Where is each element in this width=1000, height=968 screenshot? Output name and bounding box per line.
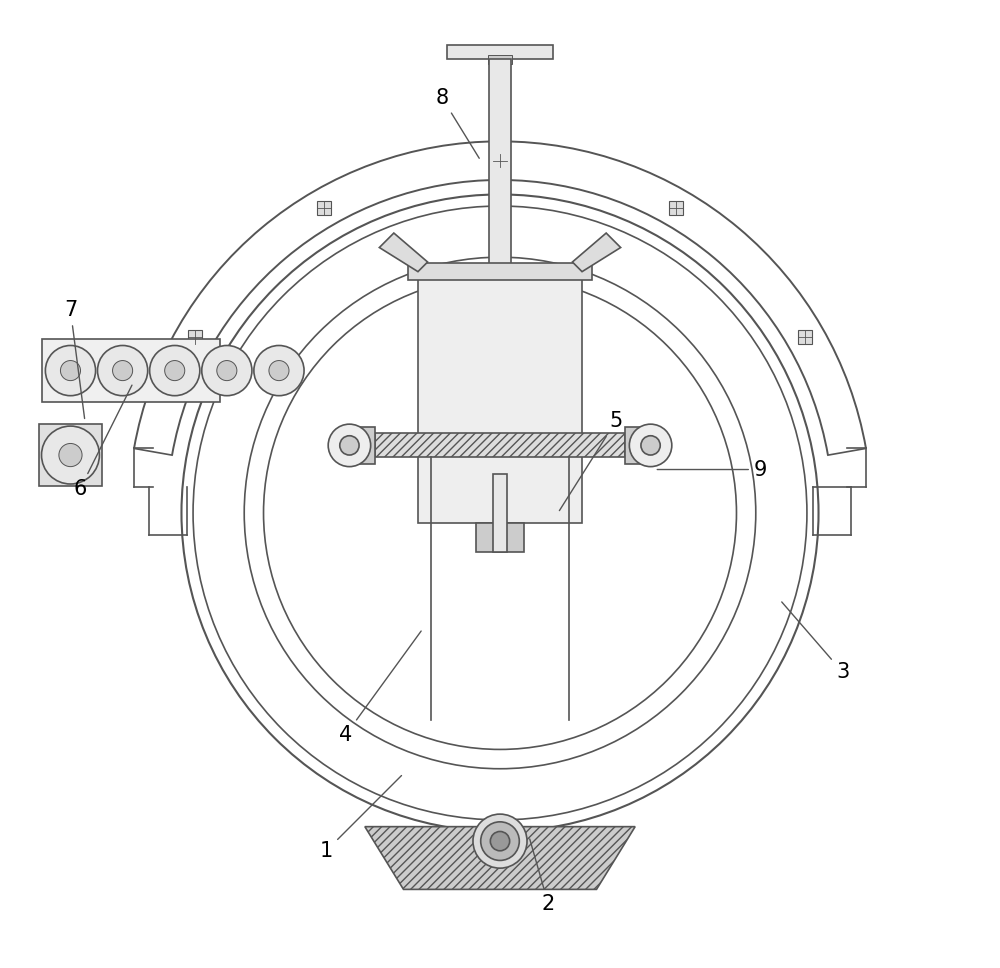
Bar bbox=[408, 263, 592, 281]
Circle shape bbox=[45, 346, 96, 396]
Bar bbox=[375, 434, 625, 458]
Circle shape bbox=[59, 443, 82, 467]
Polygon shape bbox=[379, 233, 428, 272]
Text: 2: 2 bbox=[530, 839, 555, 914]
Circle shape bbox=[150, 346, 200, 396]
Text: 9: 9 bbox=[657, 460, 767, 479]
Bar bbox=[447, 45, 553, 59]
Text: 7: 7 bbox=[64, 300, 85, 418]
Bar bbox=[493, 474, 507, 552]
Circle shape bbox=[113, 360, 133, 380]
Circle shape bbox=[165, 360, 185, 380]
Circle shape bbox=[490, 832, 510, 851]
Bar bbox=[489, 59, 511, 272]
Circle shape bbox=[328, 424, 371, 467]
Circle shape bbox=[641, 436, 660, 455]
Bar bbox=[669, 201, 683, 215]
Circle shape bbox=[217, 360, 237, 380]
Polygon shape bbox=[365, 827, 635, 890]
Circle shape bbox=[98, 346, 148, 396]
Text: 4: 4 bbox=[339, 631, 421, 745]
Text: 3: 3 bbox=[782, 602, 849, 682]
Bar bbox=[317, 201, 331, 215]
Bar bbox=[476, 523, 524, 552]
Circle shape bbox=[481, 822, 519, 861]
Bar bbox=[42, 339, 220, 402]
Bar bbox=[418, 272, 582, 523]
Bar bbox=[357, 427, 375, 464]
Bar bbox=[798, 330, 812, 344]
Text: 8: 8 bbox=[436, 88, 479, 159]
Bar bbox=[488, 55, 512, 64]
Bar bbox=[493, 154, 507, 167]
Text: 6: 6 bbox=[73, 385, 132, 499]
Circle shape bbox=[629, 424, 672, 467]
Circle shape bbox=[473, 814, 527, 868]
Circle shape bbox=[60, 360, 81, 380]
Circle shape bbox=[340, 436, 359, 455]
Text: 1: 1 bbox=[320, 775, 402, 861]
Bar bbox=[188, 330, 202, 344]
Bar bbox=[39, 424, 102, 486]
Circle shape bbox=[202, 346, 252, 396]
Circle shape bbox=[254, 346, 304, 396]
Circle shape bbox=[42, 426, 99, 484]
Circle shape bbox=[269, 360, 289, 380]
Polygon shape bbox=[572, 233, 621, 272]
Bar bbox=[625, 427, 643, 464]
Text: 5: 5 bbox=[559, 411, 622, 510]
